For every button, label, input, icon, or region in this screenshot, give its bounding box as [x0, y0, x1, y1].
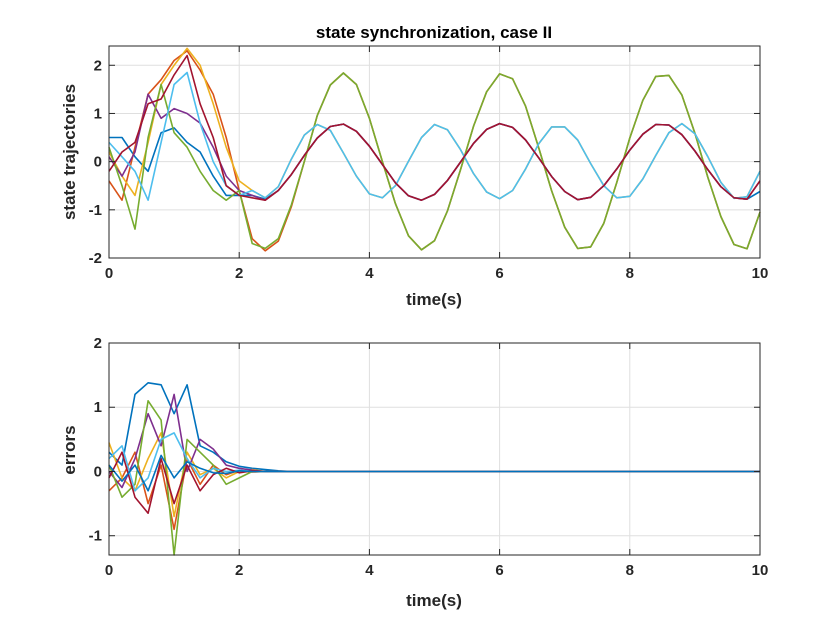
- x-tick-label: 0: [105, 562, 113, 579]
- plot-title: state synchronization, case II: [316, 23, 552, 42]
- x-tick-label: 8: [626, 562, 634, 579]
- y-tick-label: -1: [89, 202, 102, 219]
- x-axis-label: time(s): [406, 591, 462, 610]
- series-line-x7: [108, 54, 761, 201]
- axes-box: [108, 45, 761, 259]
- axes-box: [108, 342, 761, 556]
- y-axis-label: errors: [60, 425, 79, 474]
- y-tick-label: 1: [94, 105, 102, 122]
- y-tick-label: 0: [94, 154, 102, 171]
- series-lines: [108, 381, 760, 556]
- y-tick-label: -1: [89, 528, 102, 545]
- x-tick-label: 2: [235, 265, 243, 282]
- y-axis-label: state trajectories: [60, 84, 79, 220]
- state-trajectories-plot: state synchronization, case II 0 2 4 6 8 10-2…: [60, 23, 768, 309]
- series-line-x6: [108, 71, 761, 201]
- y-tick-label: 0: [94, 463, 102, 480]
- x-tick-label: 8: [626, 265, 634, 282]
- x-tick-label: 4: [365, 265, 374, 282]
- x-tick-label: 10: [752, 562, 769, 579]
- x-tick-label: 0: [105, 265, 113, 282]
- x-tick-label: 2: [235, 562, 243, 579]
- x-tick-label: 6: [495, 265, 503, 282]
- x-axis-label: time(s): [406, 290, 462, 309]
- y-tick-label: 1: [94, 399, 102, 416]
- series-line-x5: [108, 72, 761, 251]
- y-tick-label: -2: [89, 250, 102, 267]
- series-lines: [108, 47, 761, 252]
- x-tick-label: 6: [495, 562, 503, 579]
- ticks: 0 2 4 6 8 10 -2 -1 0 1 2: [89, 46, 769, 282]
- series-line-e8: [108, 454, 760, 492]
- y-tick-label: 2: [94, 335, 102, 352]
- y-tick-label: 2: [94, 57, 102, 74]
- x-tick-label: 10: [752, 265, 769, 282]
- x-tick-label: 4: [365, 562, 374, 579]
